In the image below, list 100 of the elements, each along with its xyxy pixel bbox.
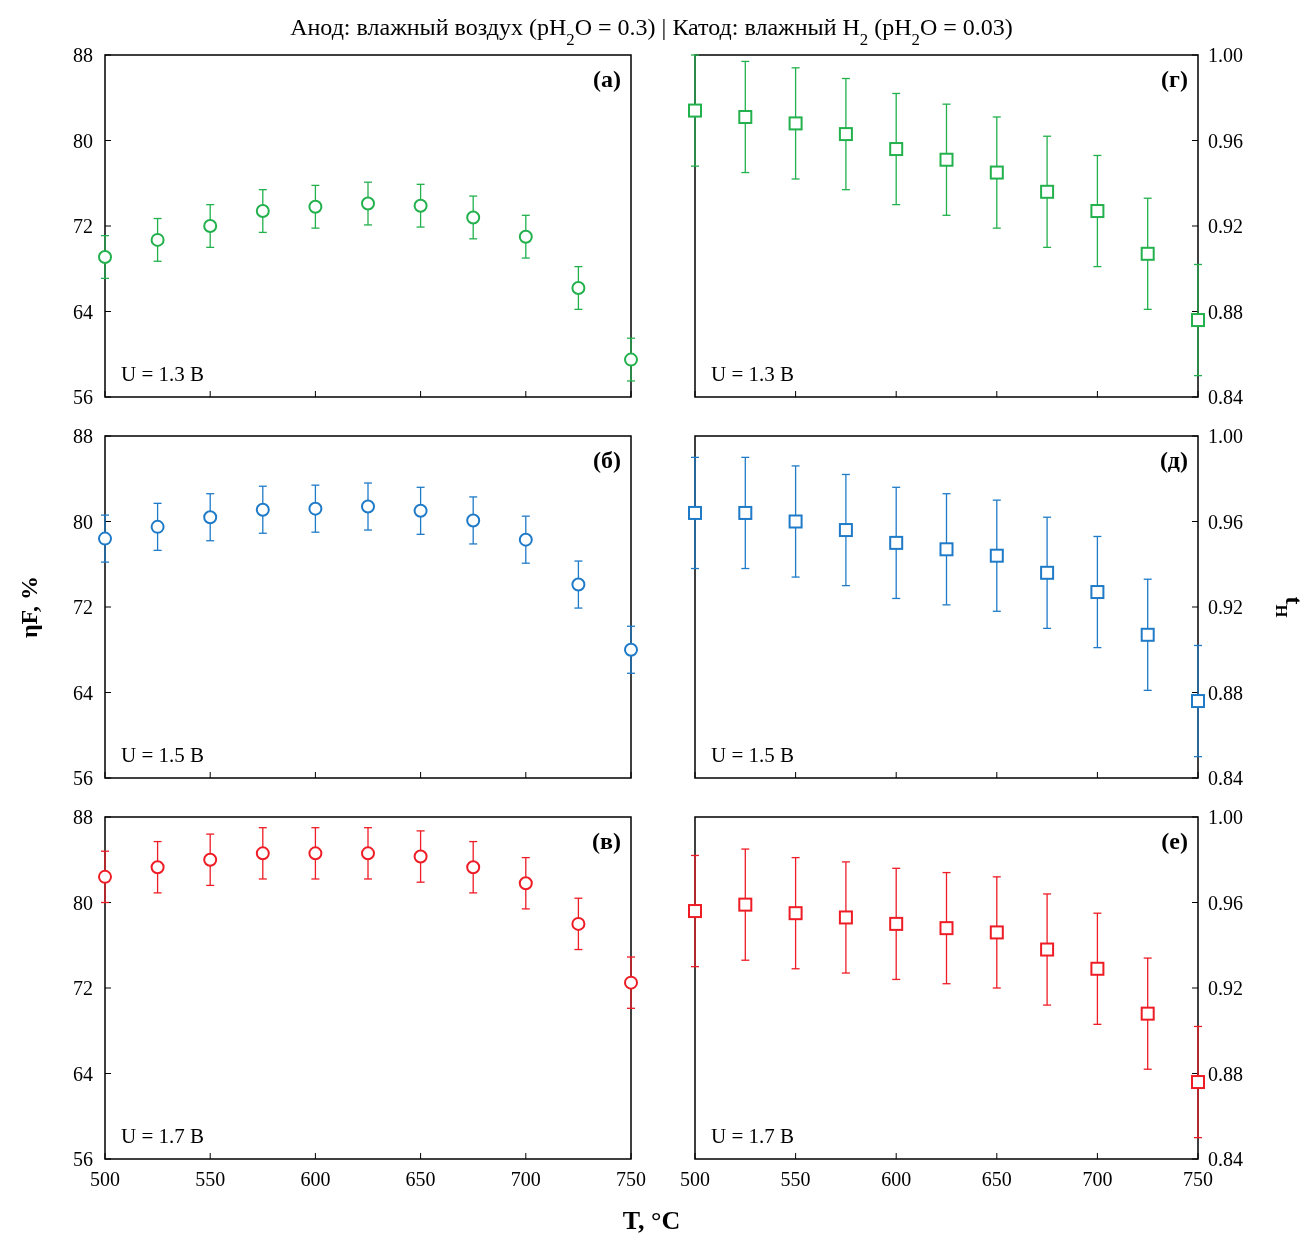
annotation: (г) — [1161, 66, 1188, 92]
point — [361, 846, 375, 861]
point — [738, 505, 753, 520]
point — [889, 535, 904, 550]
annotation: (а) — [593, 66, 621, 92]
point — [518, 876, 533, 891]
point — [255, 502, 270, 517]
chart-title: Анод: влажный воздух (pH$_{2}$O = 0.3) | Катод: влажный H$_{2}$ (pH$_{2}$O = 0.03) — [290, 14, 1013, 49]
point — [361, 196, 375, 211]
point — [624, 642, 638, 657]
x-tick-label: 750 — [616, 1168, 646, 1190]
y2-tick-label: 0.96 — [1208, 129, 1243, 152]
y2-tick-label: 0.88 — [1208, 300, 1243, 323]
y2-tick-label: 0.84 — [1208, 386, 1243, 408]
point — [1140, 627, 1155, 642]
point — [1040, 942, 1055, 957]
annotation: (д) — [1159, 447, 1188, 473]
y-tick-label: 56 — [73, 767, 93, 789]
point — [255, 846, 270, 861]
x-tick-label: 500 — [680, 1168, 710, 1190]
point — [150, 232, 165, 247]
annotation: (е) — [1161, 828, 1188, 854]
annotation: (б) — [593, 447, 621, 473]
point — [688, 904, 702, 919]
point — [361, 499, 375, 514]
y2-tick-label: 0.84 — [1208, 1148, 1243, 1170]
point — [738, 897, 753, 912]
annotation: U = 1.3 В — [121, 362, 205, 386]
point — [889, 916, 904, 931]
point — [738, 109, 753, 124]
y2-tick-label: 0.84 — [1208, 767, 1243, 789]
point — [1191, 313, 1205, 328]
point — [838, 523, 853, 538]
point — [98, 249, 112, 264]
point — [838, 910, 853, 925]
point — [939, 921, 954, 936]
point — [1090, 961, 1105, 976]
y2-tick-label: 0.92 — [1208, 596, 1243, 618]
point — [989, 925, 1004, 940]
point — [939, 542, 954, 557]
point — [308, 501, 323, 516]
point — [203, 510, 218, 525]
point — [688, 103, 702, 118]
point — [1090, 585, 1105, 600]
y2-tick-label: 1.00 — [1208, 425, 1243, 447]
x-tick-label: 600 — [300, 1168, 331, 1190]
y-tick-label: 64 — [73, 1062, 93, 1085]
point — [1040, 565, 1055, 580]
point — [518, 229, 533, 244]
point — [150, 519, 165, 534]
y2-tick-label: 0.92 — [1208, 215, 1243, 237]
point — [98, 869, 112, 884]
point — [1090, 204, 1105, 219]
y2-tick-label: 0.96 — [1208, 891, 1243, 914]
y-tick-label: 64 — [73, 300, 93, 323]
point — [518, 532, 533, 547]
point — [413, 849, 428, 864]
point — [413, 503, 428, 518]
point — [1191, 1075, 1205, 1090]
point — [624, 352, 638, 367]
point — [150, 860, 165, 875]
annotation: U = 1.5 В — [711, 743, 795, 767]
annotation: (в) — [592, 828, 621, 854]
y-tick-label: 88 — [73, 44, 93, 66]
y-tick-label: 72 — [73, 596, 93, 618]
y2-tick-label: 0.96 — [1208, 510, 1243, 533]
y2-tick-label: 1.00 — [1208, 806, 1243, 828]
x-axis-title: T, °C — [622, 1206, 681, 1235]
x-tick-label: 750 — [1183, 1168, 1213, 1190]
y-tick-label: 56 — [73, 1148, 93, 1170]
point — [571, 280, 586, 295]
x-tick-label: 550 — [195, 1168, 226, 1190]
point — [308, 199, 323, 214]
point — [413, 198, 428, 213]
annotation: U = 1.7 В — [121, 1124, 205, 1148]
point — [466, 513, 481, 528]
point — [989, 548, 1004, 563]
x-tick-label: 700 — [510, 1168, 541, 1190]
y-tick-label: 80 — [73, 891, 93, 914]
point — [788, 116, 803, 131]
x-tick-label: 650 — [981, 1168, 1012, 1190]
annotation: U = 1.7 В — [711, 1124, 795, 1148]
point — [466, 210, 481, 225]
x-tick-label: 650 — [405, 1168, 436, 1190]
y-tick-label: 72 — [73, 977, 93, 999]
y2-tick-label: 0.88 — [1208, 681, 1243, 704]
y-axis-title: ηF, % — [16, 575, 42, 639]
point — [838, 127, 853, 142]
y-tick-label: 80 — [73, 510, 93, 533]
point — [989, 165, 1004, 180]
y2-tick-label: 0.92 — [1208, 977, 1243, 999]
y2-tick-label: 1.00 — [1208, 44, 1243, 66]
x-tick-label: 700 — [1082, 1168, 1113, 1190]
point — [624, 975, 638, 990]
point — [203, 219, 218, 233]
point — [1191, 694, 1205, 709]
point — [466, 860, 481, 875]
annotation: U = 1.3 В — [711, 362, 795, 386]
point — [1040, 184, 1055, 199]
point — [939, 152, 954, 167]
